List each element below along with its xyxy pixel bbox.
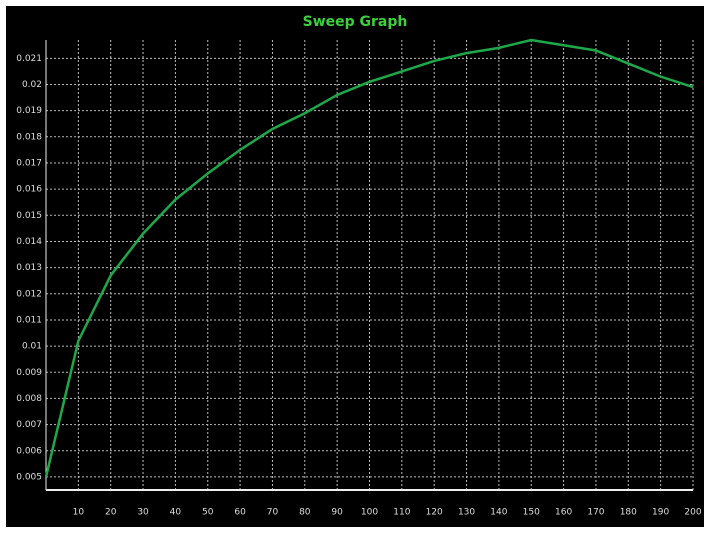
- x-tick-label: 40: [170, 508, 182, 518]
- x-tick-label: 120: [426, 508, 443, 518]
- y-tick-label: 0.012: [16, 289, 42, 299]
- x-tick-label: 10: [73, 508, 85, 518]
- x-tick-label: 140: [490, 508, 507, 518]
- x-tick-label: 50: [202, 508, 214, 518]
- y-tick-label: 0.015: [16, 211, 42, 221]
- y-tick-label: 0.016: [16, 185, 42, 195]
- x-tick-label: 100: [361, 508, 378, 518]
- x-tick-label: 160: [555, 508, 572, 518]
- x-tick-label: 190: [652, 508, 669, 518]
- x-tick-label: 170: [587, 508, 604, 518]
- x-tick-label: 90: [331, 508, 343, 518]
- y-tick-label: 0.018: [16, 132, 42, 142]
- x-tick-label: 180: [620, 508, 637, 518]
- x-tick-label: 30: [137, 508, 149, 518]
- y-tick-label: 0.02: [22, 80, 42, 90]
- y-tick-label: 0.01: [22, 342, 42, 352]
- y-tick-label: 0.013: [16, 263, 42, 273]
- sweep-line: [44, 38, 694, 478]
- x-tick-label: 60: [234, 508, 246, 518]
- y-tick-label: 0.005: [16, 472, 42, 482]
- y-tick-label: 0.007: [16, 420, 42, 430]
- chart-title: Sweep Graph: [303, 14, 408, 30]
- x-tick-label: 130: [458, 508, 475, 518]
- y-tick-label: 0.011: [16, 315, 42, 325]
- panel: [6, 6, 704, 527]
- y-tick-label: 0.008: [16, 394, 42, 404]
- y-tick-label: 0.014: [16, 237, 42, 247]
- y-tick-label: 0.019: [16, 106, 42, 116]
- y-tick-label: 0.017: [16, 158, 42, 168]
- y-tick-label: 0.009: [16, 368, 42, 378]
- x-tick-label: 200: [684, 508, 701, 518]
- x-tick-label: 20: [105, 508, 117, 518]
- x-tick-label: 70: [267, 508, 279, 518]
- y-tick-label: 0.021: [16, 54, 42, 64]
- y-tick-label: 0.006: [16, 446, 42, 456]
- x-tick-label: 80: [299, 508, 311, 518]
- x-tick-label: 150: [523, 508, 540, 518]
- x-tick-label: 110: [393, 508, 410, 518]
